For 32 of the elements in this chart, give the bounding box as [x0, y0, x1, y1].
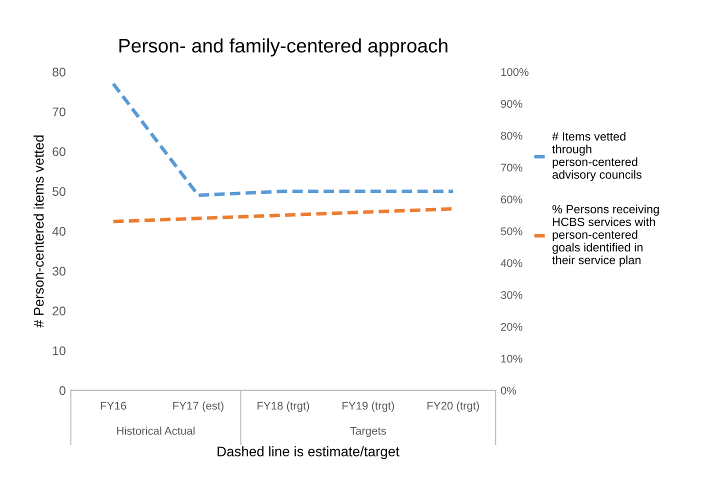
- y2-tick-label: 20%: [501, 322, 522, 331]
- chart-title: Person- and family-centered approach: [119, 38, 448, 56]
- y-tick-label: 70: [52, 107, 66, 116]
- text: Dashed line is estimate/target: [218, 446, 400, 460]
- x-tick-label: FY16: [100, 402, 126, 410]
- y2-tick-label: 10%: [501, 354, 522, 363]
- y-tick-label: 30: [52, 266, 66, 276]
- x-tick-label: FY20 (trgt): [427, 401, 479, 412]
- y2-tick-label: 60%: [501, 196, 522, 204]
- x-tick-label: FY17 (est): [173, 401, 224, 412]
- y-axis-title: # Person-centered items vetted: [34, 136, 44, 328]
- y-tick-label: 60: [52, 147, 66, 156]
- y2-tick-label: 30%: [500, 291, 522, 299]
- legend-label: % Persons receiving HCBS services with person-centered goals identified in their service plan: [552, 204, 659, 267]
- y-tick-label: 40: [52, 226, 66, 236]
- y2-tick-label: 0%: [500, 386, 516, 395]
- y2-tick-label: 40%: [500, 259, 522, 268]
- text: Historical Actual: [117, 426, 195, 435]
- y-tick-label: 20: [52, 306, 66, 316]
- x-tick-label: FY18 (trgt): [258, 401, 310, 412]
- legend-label: # Items vetted through person-centered advisory councils: [552, 132, 642, 182]
- y2-tick-label: 50%: [500, 227, 522, 236]
- y2-tick-label: 100%: [501, 68, 528, 76]
- y-tick-label: 80: [52, 68, 66, 76]
- y2-tick-label: 80%: [500, 132, 522, 140]
- y-tick-label: 0: [59, 386, 66, 396]
- x-tick-label: FY19 (trgt): [342, 401, 394, 412]
- y2-tick-label: 90%: [500, 100, 522, 108]
- text: Targets: [350, 427, 386, 437]
- y-tick-label: 50: [52, 187, 66, 196]
- y-tick-label: 10: [52, 346, 66, 356]
- y2-tick-label: 70%: [501, 164, 522, 172]
